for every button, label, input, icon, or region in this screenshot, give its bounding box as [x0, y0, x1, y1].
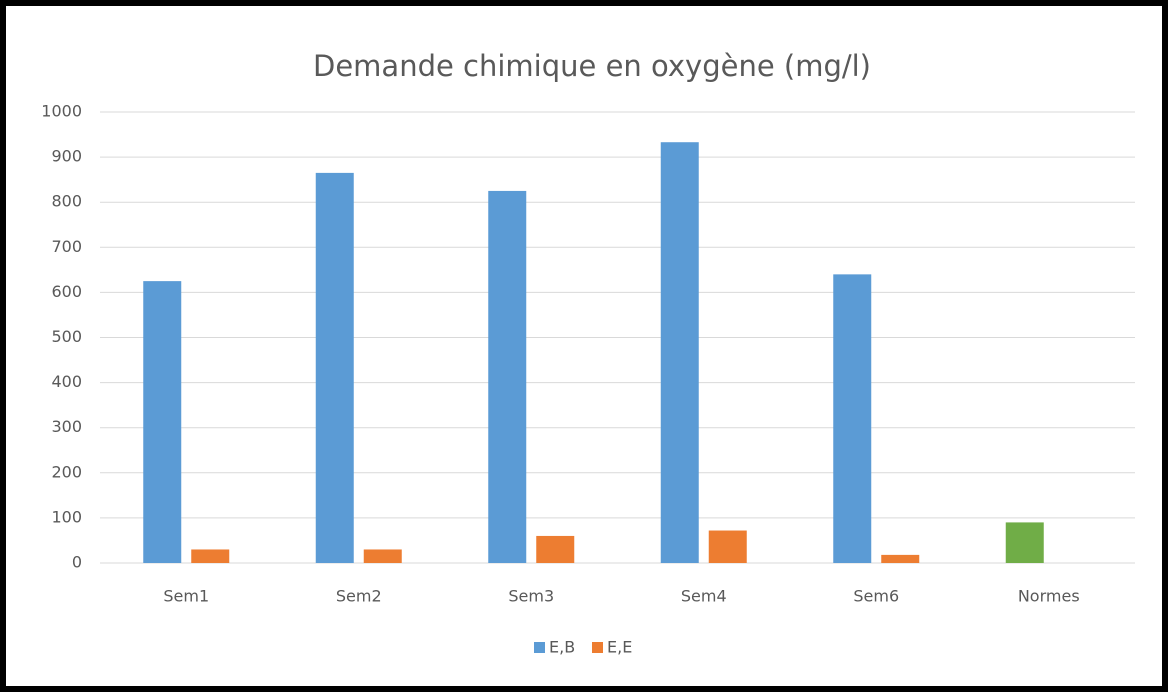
y-tick-label: 300: [51, 417, 82, 436]
y-tick-label: 700: [51, 237, 82, 256]
x-tick-label: Normes: [1018, 587, 1080, 606]
x-tick-label: Sem2: [336, 587, 382, 606]
chart-title: Demande chimique en oxygène (mg/l): [313, 49, 871, 83]
bar: [536, 535, 575, 563]
bar: [660, 142, 699, 564]
legend-swatch: [534, 642, 545, 653]
bar: [315, 172, 354, 563]
bar: [143, 281, 182, 563]
y-tick-label: 600: [51, 282, 82, 301]
y-tick-label: 0: [72, 553, 82, 572]
bar: [881, 554, 920, 563]
bar: [488, 190, 527, 564]
y-tick-label: 800: [51, 192, 82, 211]
y-tick-label: 100: [51, 507, 82, 526]
y-tick-label: 200: [51, 462, 82, 481]
bar: [833, 274, 872, 563]
bar: [191, 549, 230, 563]
legend-swatch: [592, 642, 603, 653]
y-tick-label: 500: [51, 327, 82, 346]
bar: [1005, 522, 1044, 563]
legend-label: E,B: [549, 638, 575, 657]
bar: [708, 530, 747, 563]
x-tick-label: Sem3: [508, 587, 554, 606]
y-tick-label: 400: [51, 372, 82, 391]
legend-label: E,E: [607, 638, 632, 657]
y-tick-label: 1000: [41, 102, 82, 121]
x-tick-label: Sem1: [163, 587, 209, 606]
x-tick-label: Sem6: [853, 587, 899, 606]
bar: [363, 549, 402, 563]
y-tick-label: 900: [51, 147, 82, 166]
x-tick-label: Sem4: [681, 587, 727, 606]
